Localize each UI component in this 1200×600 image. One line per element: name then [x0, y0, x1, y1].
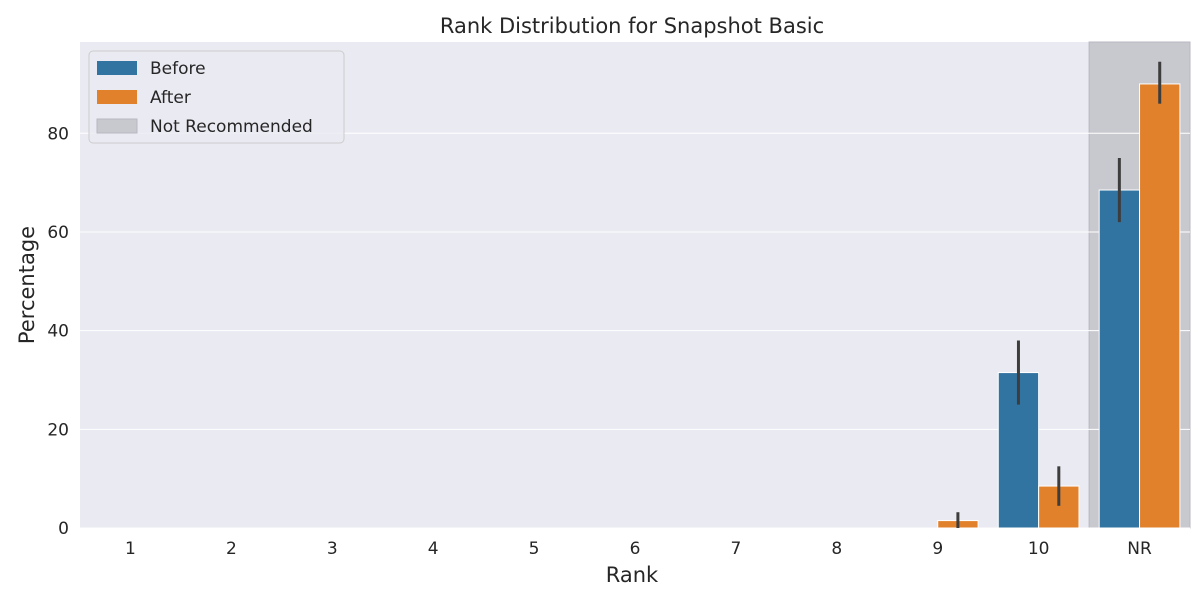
x-tick-label-6: 6 — [630, 539, 641, 559]
x-tick-label-8: 8 — [831, 539, 842, 559]
x-tick-label-9: 9 — [932, 539, 943, 559]
y-tick-label-80: 80 — [47, 124, 69, 144]
x-tick-label-1: 1 — [125, 539, 136, 559]
legend-label-after: After — [150, 88, 191, 108]
error-bars — [956, 61, 1162, 528]
x-tick-label-3: 3 — [327, 539, 338, 559]
x-tick-label-7: 7 — [730, 539, 741, 559]
bar-after-10 — [1038, 485, 1080, 529]
y-axis-ticks: 0 20 40 60 80 — [47, 124, 69, 539]
x-tick-label-NR: NR — [1127, 539, 1152, 559]
y-tick-label-0: 0 — [58, 519, 69, 539]
x-tick-label-10: 10 — [1028, 539, 1050, 559]
legend-swatch-after — [97, 90, 137, 104]
bar-after-NR — [1139, 83, 1181, 529]
legend: Before After Not Recommended — [88, 50, 345, 144]
x-tick-label-5: 5 — [529, 539, 540, 559]
y-tick-label-40: 40 — [47, 322, 69, 342]
legend-swatch-before — [97, 61, 137, 75]
x-tick-label-2: 2 — [226, 539, 237, 559]
legend-swatch-not-recommended — [96, 118, 138, 134]
x-axis-label: Rank — [606, 563, 659, 587]
y-axis-label: Percentage — [15, 226, 39, 344]
bar-before-NR — [1098, 189, 1141, 529]
y-tick-label-20: 20 — [47, 420, 69, 440]
legend-box — [88, 50, 345, 144]
chart-title: Rank Distribution for Snapshot Basic — [440, 14, 824, 38]
y-tick-label-60: 60 — [47, 223, 69, 243]
x-axis-ticks: 1 2 3 4 5 6 7 8 9 10 NR — [125, 539, 1152, 559]
x-tick-label-4: 4 — [428, 539, 439, 559]
legend-label-not-recommended: Not Recommended — [150, 117, 313, 137]
legend-label-before: Before — [150, 59, 206, 79]
